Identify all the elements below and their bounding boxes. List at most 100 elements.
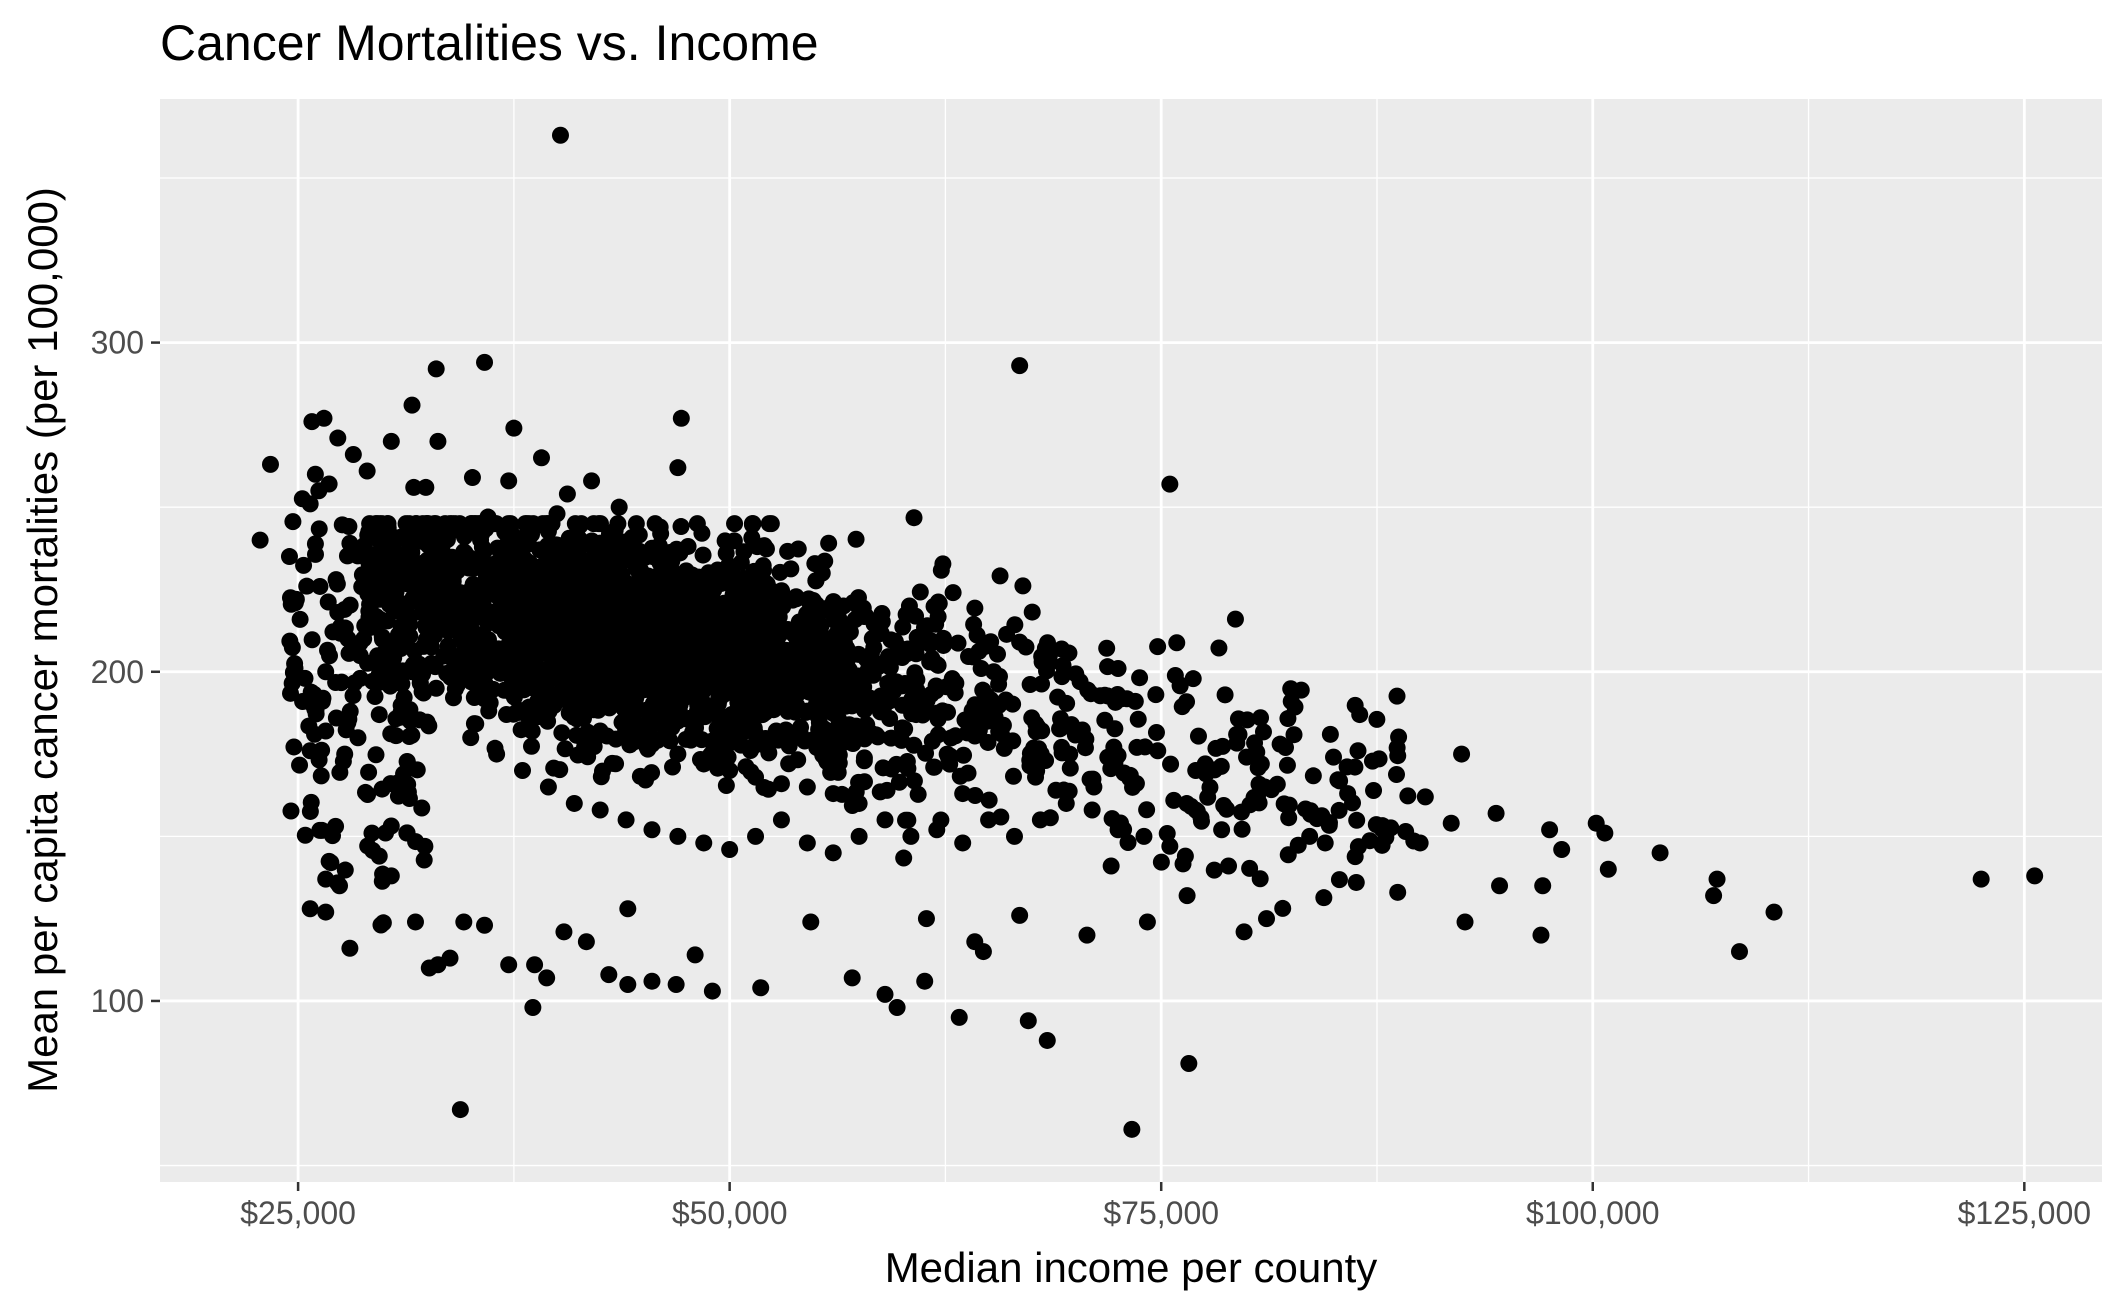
data-point (283, 639, 301, 657)
data-point (261, 455, 279, 473)
data-point (627, 515, 645, 533)
data-point (899, 811, 917, 829)
data-point (1330, 871, 1348, 889)
data-point (726, 515, 744, 533)
data-point (630, 643, 648, 661)
data-point (405, 478, 423, 496)
data-point (684, 643, 702, 661)
data-point (1033, 675, 1051, 693)
data-point (701, 672, 719, 690)
data-point (440, 619, 458, 637)
data-point (789, 540, 807, 558)
data-point (317, 903, 335, 921)
data-point (949, 634, 967, 652)
data-point (1232, 803, 1250, 821)
data-point (399, 775, 417, 793)
data-point (1096, 686, 1114, 704)
data-point (1301, 827, 1319, 845)
data-point (527, 644, 545, 662)
data-point (890, 773, 908, 791)
data-point (807, 659, 825, 677)
data-point (526, 956, 544, 974)
data-point (592, 768, 610, 786)
data-point (575, 732, 593, 750)
data-point (672, 409, 690, 427)
data-point (361, 595, 379, 613)
data-point (413, 532, 431, 550)
data-point (718, 678, 736, 696)
data-point (499, 555, 517, 573)
data-point (1351, 706, 1369, 724)
data-point (403, 543, 421, 561)
data-point (285, 738, 303, 756)
data-point (747, 622, 765, 640)
data-point (479, 508, 497, 526)
data-point (777, 646, 795, 664)
data-point (1279, 846, 1297, 864)
y-tick-label: 100 (91, 983, 144, 1019)
data-point (567, 551, 585, 569)
data-point (555, 675, 573, 693)
data-point (303, 631, 321, 649)
data-point (473, 538, 491, 556)
data-point (855, 773, 873, 791)
data-point (603, 754, 621, 772)
data-point (928, 704, 946, 722)
data-point (695, 834, 713, 852)
data-point (401, 712, 419, 730)
data-point (1599, 860, 1617, 878)
data-point (652, 525, 670, 543)
data-point (565, 794, 583, 812)
data-point (349, 547, 367, 565)
data-point (1019, 1012, 1037, 1030)
data-point (1138, 801, 1156, 819)
data-point (1388, 687, 1406, 705)
data-point (917, 744, 935, 762)
data-point (1004, 732, 1022, 750)
data-point (966, 787, 984, 805)
data-point (400, 728, 418, 746)
data-point (970, 723, 988, 741)
data-point (798, 834, 816, 852)
data-point (964, 648, 982, 666)
data-point (643, 972, 661, 990)
data-point (1238, 748, 1256, 766)
data-point (688, 679, 706, 697)
data-point (911, 583, 929, 601)
data-point (310, 520, 328, 538)
data-point (477, 559, 495, 577)
data-point (966, 933, 984, 951)
data-point (317, 722, 335, 740)
data-point (944, 584, 962, 602)
data-point (475, 580, 493, 598)
data-point (476, 353, 494, 371)
data-point (382, 867, 400, 885)
data-point (785, 626, 803, 644)
data-point (553, 724, 571, 742)
data-point (251, 531, 269, 549)
data-point (617, 712, 635, 730)
data-point (760, 515, 778, 533)
data-point (1096, 711, 1114, 729)
data-point (429, 432, 447, 450)
data-point (518, 536, 536, 554)
data-point (858, 663, 876, 681)
data-point (699, 565, 717, 583)
data-point (1228, 734, 1246, 752)
data-point (1187, 801, 1205, 819)
data-point (1205, 861, 1223, 879)
data-point (693, 731, 711, 749)
data-point (1226, 610, 1244, 628)
data-point (471, 687, 489, 705)
data-point (311, 577, 329, 595)
data-point (998, 625, 1016, 643)
data-point (538, 969, 556, 987)
data-point (929, 593, 947, 611)
data-point (610, 498, 628, 516)
data-point (1147, 686, 1165, 704)
data-point (1178, 693, 1196, 711)
data-point (966, 599, 984, 617)
data-point (317, 663, 335, 681)
data-point (739, 578, 757, 596)
